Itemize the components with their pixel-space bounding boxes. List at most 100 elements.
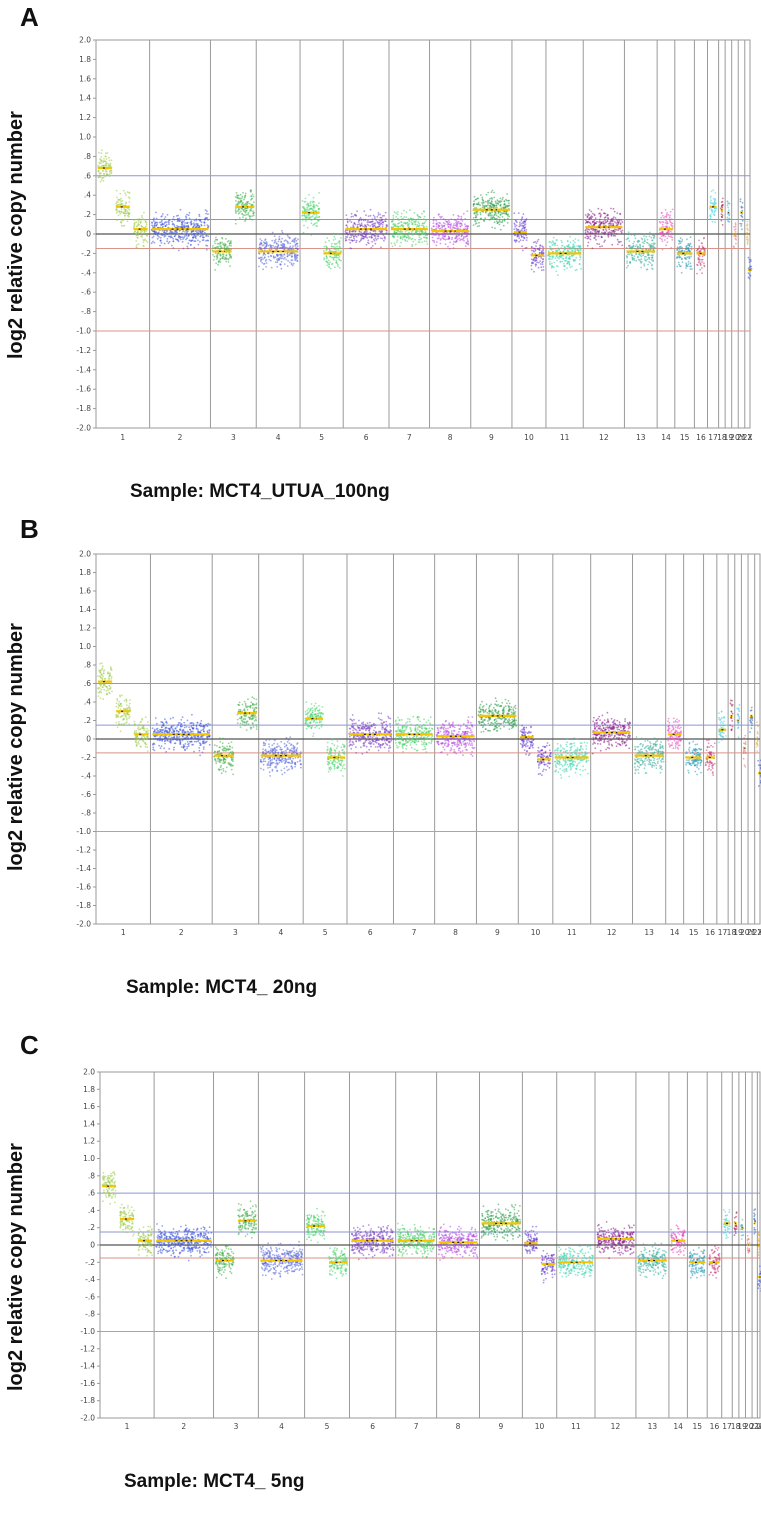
data-point [302,231,305,234]
data-point [193,740,196,743]
data-point [175,739,178,741]
data-point [220,768,223,771]
data-point [251,215,254,217]
data-point [261,256,263,259]
data-point [464,223,466,226]
data-point [685,248,688,251]
data-point [152,748,155,751]
data-point [626,260,628,262]
data-point [163,231,166,234]
chromosome-label: Y [749,928,755,937]
data-point [645,235,648,238]
data-point [171,731,173,734]
data-point [171,244,173,247]
data-point [522,236,525,239]
data-point [97,695,100,697]
data-point [153,749,156,752]
data-point [453,218,456,221]
data-point [579,249,582,252]
data-point [412,240,415,243]
data-point [215,236,217,239]
data-point [572,243,575,246]
data-point [219,766,222,769]
data-point [159,240,162,242]
data-point [726,216,729,219]
data-point [338,245,341,248]
data-point [372,225,374,228]
data-point [557,248,560,251]
data-point [617,222,620,224]
data-point [639,254,642,257]
data-point [726,201,729,203]
chromosome-label: 13 [644,928,654,937]
data-point [548,245,551,248]
data-point [136,218,139,221]
data-point [128,702,131,705]
data-point [619,212,621,215]
data-point [129,699,131,701]
data-point [472,217,475,219]
data-point [352,224,355,227]
data-point [151,222,154,224]
data-point [590,217,593,220]
data-point [126,220,129,223]
data-point [442,235,445,238]
data-point [152,743,154,746]
data-point [635,244,638,246]
data-point [330,256,333,259]
data-point [145,730,147,733]
data-point [214,238,217,241]
data-point [97,687,99,690]
y-tick-label: -1.8 [76,404,91,413]
data-point [647,263,649,266]
data-point [281,257,284,259]
y-tick-label: .2 [84,210,91,219]
data-point [354,233,357,236]
data-point [421,212,423,215]
data-point [173,223,176,226]
data-point [501,220,504,222]
chromosome-label: 4 [279,928,284,937]
data-point [338,247,340,250]
data-point [272,255,275,257]
data-point [396,230,399,232]
data-point [185,234,188,237]
data-point [197,738,200,741]
data-point [209,723,211,726]
data-point [329,250,332,253]
data-point [556,244,559,247]
data-point [442,222,445,224]
data-point [119,192,122,195]
data-point [462,212,465,215]
data-point [371,236,373,239]
data-point [189,722,192,725]
data-point [118,700,121,703]
chromosome-label: 22 [743,433,753,442]
data-point [356,223,359,226]
data-point [435,233,437,235]
data-point [416,214,419,217]
data-point [367,219,369,222]
data-point [542,249,544,252]
data-point [140,232,143,234]
data-point [448,223,450,226]
data-point [521,216,524,219]
data-point [588,228,591,231]
data-point [455,221,457,224]
data-point [497,202,499,205]
data-point [202,748,205,750]
data-point [289,253,291,255]
data-point [198,724,201,727]
data-point [532,241,535,244]
data-point [352,215,354,218]
data-point [490,206,493,209]
data-point [613,210,616,213]
data-point [166,213,169,216]
data-point [425,219,427,222]
data-point [400,241,402,244]
data-point [616,212,619,215]
data-point [392,214,395,217]
data-point [741,228,743,231]
data-point [133,225,135,228]
data-point [557,247,560,250]
